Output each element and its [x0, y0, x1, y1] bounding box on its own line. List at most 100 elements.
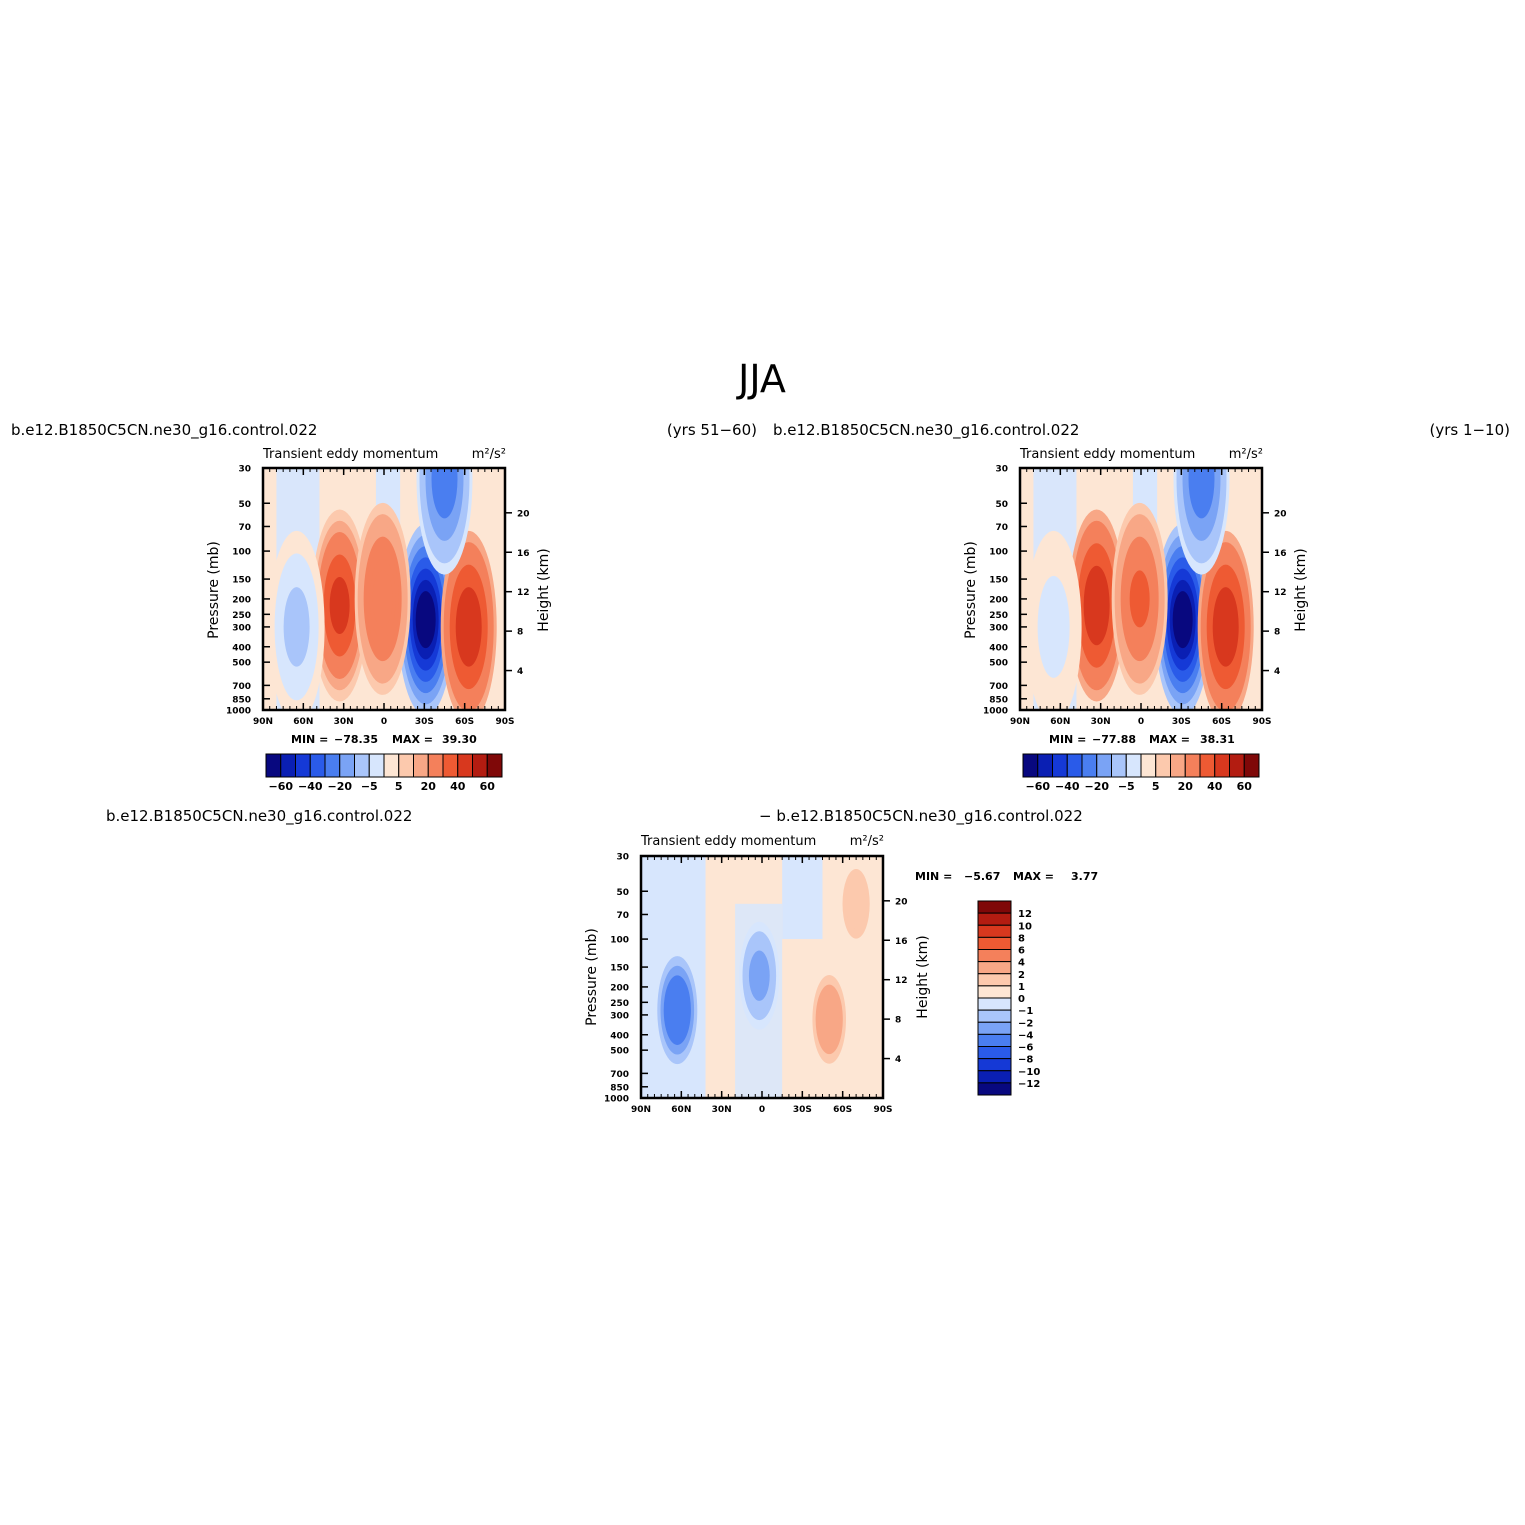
x-tick-label: 30N: [712, 1105, 732, 1115]
colorbar-swatch: [977, 912, 1012, 926]
colorbar-label: 0: [1018, 994, 1025, 1005]
y2-tick-label: 4: [517, 667, 523, 677]
contour-level: [1191, 468, 1212, 508]
panel2-case-label: b.e12.B1850C5CN.ne30_g16.control.022: [773, 421, 1079, 440]
y-tick-label: 850: [232, 695, 251, 705]
colorbar-swatch: [1140, 753, 1157, 778]
colorbar-label: −5: [1118, 780, 1135, 793]
panel3-min-label: MIN =: [915, 870, 952, 883]
colorbar-label: −5: [361, 780, 378, 793]
y2-tick-label: 20: [895, 897, 908, 907]
panel1-colorbar: −60 −40 −20 −5 5 20 40 60: [265, 753, 503, 793]
colorbar-swatch: [977, 936, 1012, 950]
x-tick-label: 90S: [1252, 717, 1271, 727]
y2-tick-label: 20: [517, 509, 530, 519]
y2-tick-label: 4: [895, 1055, 901, 1065]
colorbar-swatch: [427, 753, 444, 778]
colorbar-label: −4: [1018, 1030, 1033, 1041]
colorbar-swatch: [1184, 753, 1201, 778]
colorbar-swatch: [295, 753, 311, 778]
colorbar-swatch: [472, 753, 488, 778]
y-tick-label: 100: [989, 548, 1008, 558]
y-tick-label: 200: [989, 595, 1008, 605]
y-tick-label: 30: [616, 853, 629, 863]
colorbar-swatch: [280, 753, 296, 778]
y2-tick-label: 4: [1274, 667, 1280, 677]
y2-tick-label: 16: [517, 549, 530, 559]
contour-level: [845, 878, 867, 930]
colorbar-label: −60: [1025, 780, 1050, 793]
y-tick-label: 100: [232, 548, 251, 558]
contour-level: [286, 598, 307, 656]
panel3-case-a-label: b.e12.B1850C5CN.ne30_g16.control.022: [106, 807, 412, 826]
x-tick-label: 60S: [455, 717, 474, 727]
y-tick-label: 50: [995, 500, 1008, 510]
panel1-axes: 90N 60N 30N 0 30S 60S 90S 30 50 70 100 150 200 250 300…: [226, 465, 530, 728]
panel2-max-label: MAX =: [1149, 733, 1190, 746]
colorbar-swatch: [324, 753, 341, 778]
y2-tick-label: 8: [895, 1016, 901, 1026]
colorbar-swatch: [977, 961, 1012, 975]
x-tick-label: 60S: [833, 1105, 852, 1115]
y2-tick-label: 16: [1274, 549, 1287, 559]
colorbar-swatch: [977, 949, 1012, 963]
y-tick-label: 1000: [226, 707, 251, 717]
colorbar-label: −1: [1018, 1006, 1033, 1017]
x-tick-label: 90S: [873, 1105, 892, 1115]
panel-difference: Transient eddy momentum m²/s² 90N 60N 30N 0…: [584, 834, 1098, 1115]
contour-level: [666, 984, 688, 1036]
y-tick-label: 850: [989, 695, 1008, 705]
panel2-max-value: 38.31: [1200, 733, 1235, 746]
colorbar-swatch: [383, 753, 400, 778]
x-tick-label: 60N: [671, 1105, 691, 1115]
colorbar-label: 5: [1152, 780, 1160, 793]
panel2-ylabel: Pressure (mb): [963, 541, 979, 639]
page-title: JJA: [736, 357, 786, 401]
colorbar-swatch: [977, 997, 1012, 1011]
colorbar-swatch: [398, 753, 414, 778]
colorbar-label: −20: [327, 780, 352, 793]
contour-level: [458, 598, 479, 656]
colorbar-swatch: [457, 753, 473, 778]
colorbar-label: −20: [1084, 780, 1109, 793]
colorbar-label: −2: [1018, 1018, 1033, 1029]
y-tick-label: 300: [232, 623, 251, 633]
colorbar-swatch: [309, 753, 326, 778]
y2-tick-label: 8: [517, 628, 523, 638]
colorbar-swatch: [413, 753, 429, 778]
y-tick-label: 400: [610, 1031, 629, 1041]
colorbar-swatch: [977, 985, 1012, 999]
x-tick-label: 30S: [1172, 717, 1191, 727]
contour-level: [1172, 591, 1193, 649]
panel-late-years: Transient eddy momentum m²/s² 90N 60N 30N 0…: [206, 447, 552, 793]
panel2-colorbar: −60 −40 −20 −5 5 20 40 60: [1022, 753, 1260, 793]
x-tick-label: 30S: [793, 1105, 812, 1115]
colorbar-swatch: [265, 753, 282, 778]
panel1-ylabel: Pressure (mb): [206, 541, 222, 639]
colorbar-label: −60: [268, 780, 293, 793]
colorbar-swatch: [977, 1058, 1012, 1072]
contour-level: [1086, 577, 1107, 635]
contour-level: [1043, 598, 1064, 656]
x-tick-label: 90N: [253, 717, 273, 727]
colorbar-swatch: [1037, 753, 1053, 778]
colorbar-swatch: [1199, 753, 1216, 778]
panel1-max-label: MAX =: [392, 733, 433, 746]
x-tick-label: 60N: [1050, 717, 1070, 727]
panel3-ylabel: Pressure (mb): [584, 928, 600, 1026]
x-tick-label: 30S: [415, 717, 434, 727]
colorbar-swatch: [1170, 753, 1186, 778]
panel1-case-label: b.e12.B1850C5CN.ne30_g16.control.022: [11, 421, 317, 440]
x-tick-label: 0: [1138, 717, 1144, 727]
x-tick-label: 90N: [1010, 717, 1030, 727]
colorbar-swatch: [368, 753, 385, 778]
panel-early-years: Transient eddy momentum m²/s² 90N 60N 30N 0…: [963, 447, 1309, 793]
panel2-min-value: −77.88: [1092, 733, 1136, 746]
y2-tick-label: 12: [517, 588, 530, 598]
panel1-contour-field: [263, 468, 505, 710]
panel2-units: m²/s²: [1229, 447, 1263, 462]
colorbar-label: −40: [298, 780, 323, 793]
contour-level: [818, 994, 840, 1045]
colorbar-swatch: [1243, 753, 1260, 778]
